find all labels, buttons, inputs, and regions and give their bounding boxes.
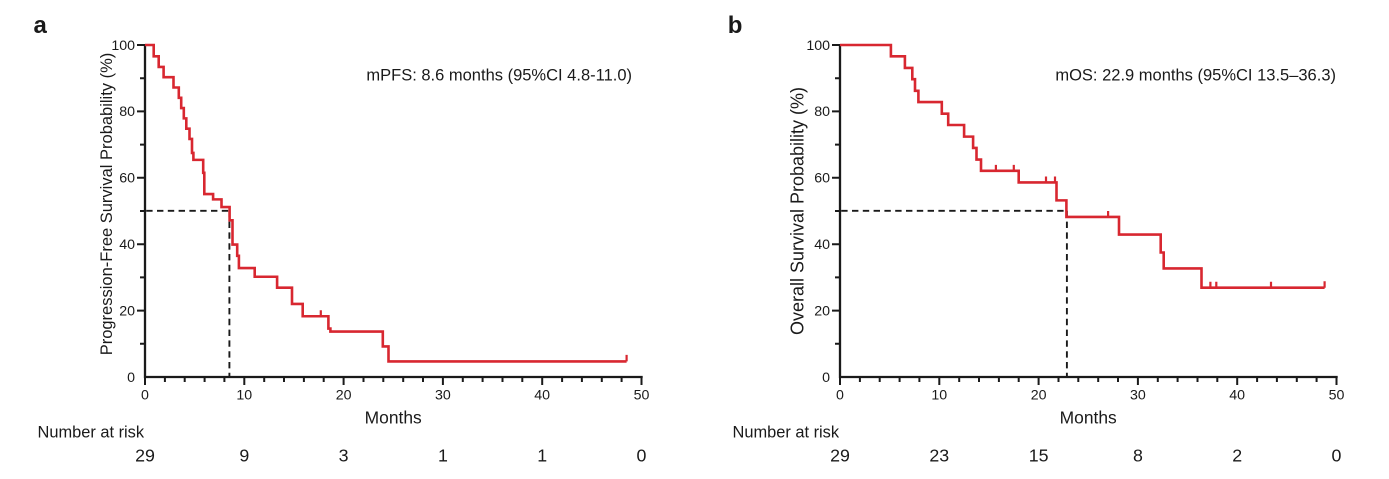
svg-text:Number at risk: Number at risk [733, 424, 840, 442]
svg-text:29: 29 [135, 446, 155, 466]
svg-text:1: 1 [438, 446, 448, 466]
svg-text:20: 20 [1031, 388, 1047, 404]
svg-text:b: b [728, 12, 743, 39]
svg-text:23: 23 [929, 446, 949, 466]
svg-text:0: 0 [637, 446, 647, 466]
svg-text:60: 60 [814, 171, 830, 187]
svg-text:0: 0 [141, 388, 149, 404]
svg-text:80: 80 [119, 104, 135, 120]
svg-text:60: 60 [119, 171, 135, 187]
svg-text:30: 30 [1130, 388, 1146, 404]
svg-text:10: 10 [931, 388, 947, 404]
svg-text:Months: Months [365, 408, 422, 428]
svg-text:0: 0 [1332, 446, 1342, 466]
svg-text:Months: Months [1060, 408, 1117, 428]
svg-text:Progression-Free Survival Prob: Progression-Free Survival Probability (%… [98, 53, 116, 356]
svg-text:2: 2 [1232, 446, 1242, 466]
svg-text:a: a [34, 12, 48, 39]
svg-text:Number at risk: Number at risk [38, 424, 145, 442]
svg-text:mOS: 22.9 months (95%CI 13.5–3: mOS: 22.9 months (95%CI 13.5–36.3) [1055, 66, 1336, 84]
svg-text:20: 20 [336, 388, 352, 404]
svg-text:1: 1 [537, 446, 547, 466]
svg-text:15: 15 [1029, 446, 1049, 466]
svg-text:20: 20 [119, 303, 135, 319]
svg-text:100: 100 [111, 38, 135, 54]
svg-text:10: 10 [236, 388, 252, 404]
svg-text:8: 8 [1133, 446, 1143, 466]
svg-text:40: 40 [534, 388, 550, 404]
svg-text:100: 100 [806, 38, 830, 54]
svg-text:50: 50 [634, 388, 650, 404]
svg-text:40: 40 [814, 237, 830, 253]
svg-text:Overall Survival Probability (: Overall Survival Probability (%) [788, 87, 808, 335]
svg-text:20: 20 [814, 303, 830, 319]
svg-text:mPFS: 8.6 months (95%CI 4.8-11: mPFS: 8.6 months (95%CI 4.8-11.0) [366, 66, 632, 84]
svg-text:0: 0 [127, 370, 135, 386]
svg-text:3: 3 [339, 446, 349, 466]
svg-text:50: 50 [1329, 388, 1345, 404]
svg-text:0: 0 [822, 370, 830, 386]
svg-text:40: 40 [1229, 388, 1245, 404]
svg-text:29: 29 [830, 446, 850, 466]
svg-text:80: 80 [814, 104, 830, 120]
svg-text:40: 40 [119, 237, 135, 253]
svg-text:30: 30 [435, 388, 451, 404]
svg-text:9: 9 [239, 446, 249, 466]
svg-text:0: 0 [836, 388, 844, 404]
